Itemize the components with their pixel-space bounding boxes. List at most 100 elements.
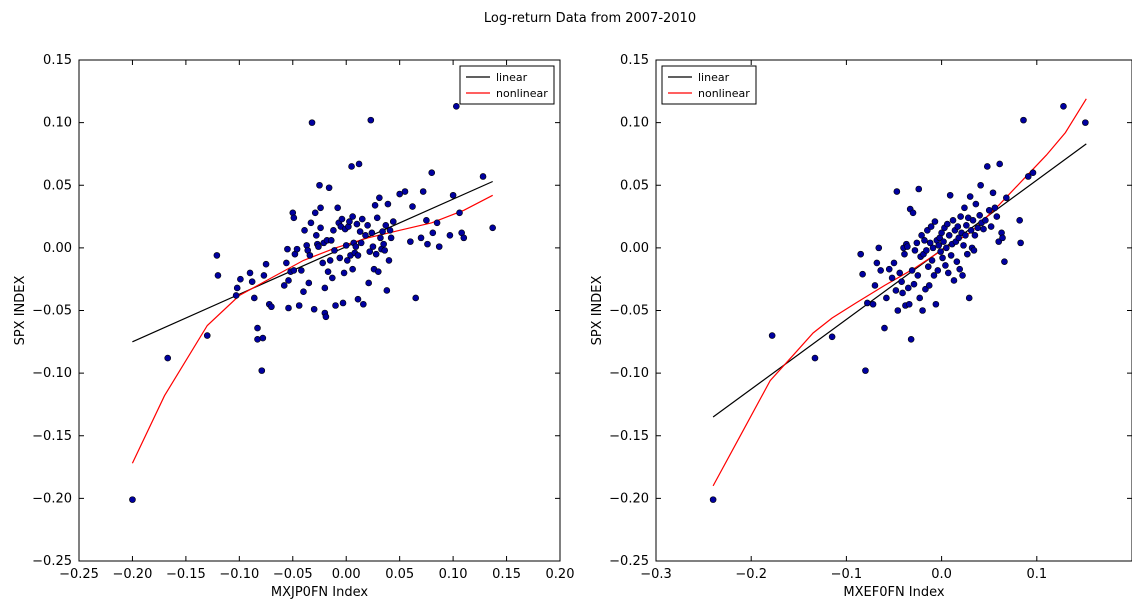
scatter-point bbox=[332, 302, 339, 309]
scatter-point bbox=[899, 289, 906, 297]
scatter-point bbox=[976, 212, 983, 219]
scatter-point bbox=[905, 300, 913, 308]
scatter-point bbox=[381, 247, 389, 254]
plot-frame bbox=[655, 59, 1132, 562]
scatter-point bbox=[369, 243, 377, 250]
scatter-point bbox=[935, 242, 943, 249]
scatter-point bbox=[449, 191, 457, 199]
scatter-point bbox=[346, 218, 353, 225]
scatter-point bbox=[254, 336, 261, 343]
scatter-point bbox=[379, 228, 386, 235]
scatter-point bbox=[944, 220, 951, 228]
scatter-point bbox=[1001, 258, 1008, 265]
scatter-point bbox=[944, 269, 952, 277]
scatter-point bbox=[385, 257, 393, 264]
scatter-point bbox=[342, 242, 350, 249]
scatter-point bbox=[918, 232, 925, 239]
scatter-point bbox=[354, 295, 362, 303]
scatter-point bbox=[262, 260, 270, 268]
scatter-point bbox=[971, 232, 979, 239]
scatter-point bbox=[946, 191, 954, 199]
scatter-point bbox=[428, 169, 436, 177]
scatter-point bbox=[285, 304, 292, 312]
scatter-point bbox=[258, 367, 266, 374]
scatter-point bbox=[453, 103, 460, 110]
scatter-point bbox=[929, 244, 937, 252]
x-tick-label: 0.1 bbox=[1026, 567, 1047, 582]
scatter-point bbox=[331, 247, 338, 254]
scatter-point bbox=[330, 227, 337, 234]
scatter-point bbox=[894, 307, 902, 314]
x-tick-label: −0.2 bbox=[735, 567, 767, 582]
scatter-point bbox=[960, 242, 967, 249]
scatter-point bbox=[310, 305, 318, 313]
scatter-point bbox=[307, 219, 315, 227]
scatter-point bbox=[828, 333, 836, 341]
scatter-point bbox=[396, 190, 403, 198]
y-axis-label: SPX INDEX bbox=[13, 276, 28, 346]
scatter-point bbox=[290, 267, 298, 274]
scatter-point bbox=[354, 252, 362, 259]
scatter-point bbox=[959, 272, 966, 279]
scatter-point bbox=[254, 324, 261, 332]
y-tick-label: 0.10 bbox=[620, 116, 649, 131]
scatter-point bbox=[409, 203, 416, 210]
scatter-point bbox=[862, 367, 869, 374]
scatter-point bbox=[250, 294, 258, 302]
scatter-point bbox=[1024, 173, 1032, 180]
scatter-point bbox=[349, 213, 356, 220]
scatter-point bbox=[937, 248, 944, 255]
legend-label: nonlinear bbox=[698, 87, 750, 100]
scatter-point bbox=[869, 300, 877, 308]
scatter-point bbox=[962, 232, 969, 239]
scatter-point bbox=[283, 259, 290, 267]
scatter-point bbox=[237, 275, 244, 283]
y-tick-label: −0.05 bbox=[32, 304, 72, 319]
scatter-point bbox=[321, 284, 329, 292]
y-tick-label: 0.10 bbox=[43, 116, 72, 131]
scatter-point bbox=[368, 229, 376, 237]
scatter-point bbox=[326, 257, 334, 264]
scatter-point bbox=[329, 274, 336, 282]
scatter-point bbox=[366, 248, 374, 255]
scatter-point bbox=[985, 207, 993, 214]
scatter-point bbox=[969, 217, 977, 224]
scatter-point bbox=[1003, 194, 1010, 202]
scatter-point bbox=[259, 334, 267, 342]
scatter-point bbox=[407, 238, 414, 245]
scatter-point bbox=[857, 250, 864, 258]
scatter-point bbox=[371, 201, 379, 209]
scatter-point bbox=[709, 496, 717, 503]
y-tick-label: −0.10 bbox=[32, 366, 72, 381]
scatter-point bbox=[435, 243, 443, 250]
scatter-point bbox=[893, 188, 901, 195]
scatter-point bbox=[883, 294, 890, 302]
scatter-point bbox=[881, 324, 888, 332]
y-tick-label: −0.20 bbox=[32, 491, 72, 506]
legend-box bbox=[459, 65, 555, 105]
scatter-point bbox=[362, 232, 369, 239]
chart-left: −0.25 −0.20 −0.15 −0.10 −0.05 0.00 0.05 0.10 0.1… bbox=[13, 53, 574, 600]
scatter-point bbox=[977, 181, 984, 189]
scatter-point bbox=[932, 300, 940, 308]
scatter-point bbox=[964, 250, 971, 258]
scatter-point bbox=[923, 247, 930, 254]
x-tick-label: −0.05 bbox=[273, 567, 313, 582]
scatter-point bbox=[949, 217, 957, 224]
scatter-point bbox=[424, 240, 431, 248]
scatter-point bbox=[248, 278, 256, 285]
scatter-point bbox=[873, 259, 881, 267]
scatter-point bbox=[925, 282, 933, 289]
scatter-point bbox=[360, 300, 367, 308]
scatter-point bbox=[429, 229, 437, 237]
scatter-point bbox=[991, 204, 999, 212]
y-tick-label: −0.15 bbox=[32, 429, 72, 444]
scatter-point bbox=[325, 184, 333, 192]
scatter-point bbox=[308, 119, 316, 126]
scatter-point bbox=[864, 299, 871, 307]
scatter-point bbox=[338, 215, 346, 223]
scatter-point bbox=[285, 277, 292, 284]
scatter-point bbox=[885, 265, 893, 273]
scatter-point bbox=[164, 354, 172, 362]
scatter-point bbox=[343, 257, 351, 264]
